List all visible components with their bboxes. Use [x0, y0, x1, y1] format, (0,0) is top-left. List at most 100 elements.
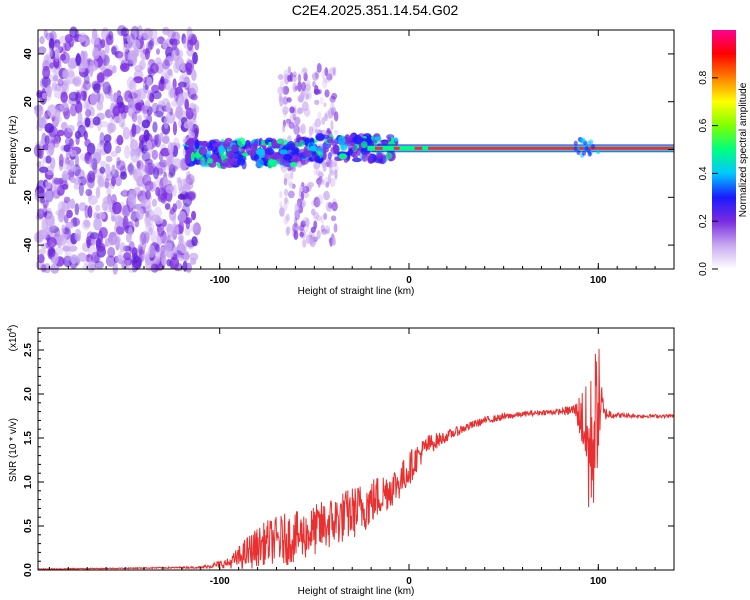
heat-cell — [287, 190, 295, 199]
heat-cell — [301, 200, 307, 208]
heat-cell — [54, 39, 61, 48]
heat-cell — [133, 186, 141, 195]
heat-cell — [271, 139, 278, 148]
heat-cell — [59, 102, 70, 112]
heat-cell — [314, 128, 319, 135]
heat-cell — [265, 148, 275, 155]
heat-cell — [177, 177, 183, 192]
heat-cell — [321, 70, 326, 80]
heat-cell — [596, 149, 601, 155]
heat-cell — [327, 152, 332, 160]
heat-cell — [74, 203, 80, 216]
heat-cell — [42, 200, 49, 209]
spectrogram-y-axis: -40 -20 0 20 40 — [23, 48, 674, 252]
heat-cell — [68, 138, 75, 149]
heat-cell — [184, 153, 190, 160]
heat-cell — [142, 174, 152, 186]
heat-cell — [172, 246, 178, 255]
heat-cell — [92, 116, 101, 126]
heat-cell — [352, 157, 362, 163]
heat-cell — [53, 136, 60, 149]
heat-cell — [103, 140, 112, 154]
heat-cell — [154, 176, 164, 190]
heat-cell — [177, 234, 184, 242]
heat-cell — [96, 91, 105, 105]
heat-cell — [75, 134, 80, 146]
heat-cell — [188, 82, 199, 96]
heat-cell — [192, 222, 201, 236]
heat-cell — [175, 199, 182, 210]
heat-cell — [54, 48, 60, 59]
heat-cell — [57, 78, 64, 87]
heat-cell — [110, 150, 118, 157]
heat-cell — [316, 63, 322, 73]
heat-cell — [319, 96, 324, 105]
heat-cell — [298, 205, 304, 214]
heat-cell — [72, 76, 82, 87]
heat-cell — [62, 69, 69, 80]
heat-cell — [127, 106, 133, 117]
heat-cell — [300, 123, 306, 135]
heat-cell — [313, 238, 317, 245]
heat-cell — [317, 89, 322, 95]
heat-cell — [46, 224, 55, 232]
heat-cell — [149, 37, 155, 47]
heat-cell — [151, 149, 159, 160]
heat-cell — [152, 166, 160, 180]
heat-cell — [298, 224, 305, 232]
heat-cell — [74, 29, 80, 39]
heat-cell — [41, 76, 51, 88]
heat-cell — [105, 163, 111, 178]
heat-cell — [316, 229, 321, 240]
heat-cell — [325, 110, 332, 119]
heat-cell — [282, 85, 290, 95]
heat-cell — [170, 223, 180, 236]
heat-cell — [54, 246, 64, 256]
heat-cell — [91, 157, 98, 171]
heat-cell — [102, 181, 112, 188]
snr-y-axis: 0.0 0.5 1.0 1.5 2.0 2.5 — [23, 331, 674, 577]
heat-cell — [292, 113, 297, 121]
heat-cell — [331, 92, 338, 100]
heat-cell — [285, 226, 290, 236]
heat-cell — [294, 203, 299, 214]
heat-cell — [85, 109, 92, 118]
heat-cell — [89, 172, 96, 182]
heat-cell — [37, 46, 47, 55]
heat-cell — [591, 144, 596, 150]
heat-cell — [104, 240, 114, 247]
heat-cell — [49, 225, 60, 234]
heat-cell — [140, 164, 150, 172]
heat-cell — [172, 78, 177, 91]
spectrogram-y-tick-label: 20 — [23, 96, 34, 108]
heat-cell — [152, 36, 160, 46]
heat-cell — [74, 154, 80, 168]
heat-cell — [107, 246, 116, 258]
heat-cell — [83, 99, 90, 110]
heat-cell — [136, 160, 141, 169]
heat-cell — [314, 155, 321, 163]
heat-cell — [329, 177, 336, 188]
heat-cell — [145, 213, 152, 225]
heat-cell — [83, 257, 93, 268]
heat-cell — [300, 91, 305, 100]
figure-title: C2E4.2025.351.14.54.G02 — [292, 2, 459, 18]
heat-cell — [289, 106, 295, 114]
heat-cell — [297, 73, 302, 83]
heat-cell — [99, 160, 108, 167]
heat-cell — [86, 173, 92, 183]
heat-cell — [165, 111, 176, 124]
heat-cell — [53, 117, 60, 125]
snr-series-line — [38, 348, 674, 570]
heat-cell — [185, 262, 193, 273]
spectrogram-y-tick-label: -40 — [23, 237, 34, 252]
heat-cell — [183, 178, 190, 190]
spectrogram-x-tick-label: -100 — [210, 275, 230, 286]
heat-cell — [129, 247, 139, 255]
heat-cell — [287, 74, 292, 82]
heat-cell — [346, 137, 353, 142]
heat-cell — [40, 242, 50, 250]
heat-cell — [222, 158, 231, 168]
heat-cell — [200, 141, 211, 148]
heat-cell — [317, 111, 322, 120]
